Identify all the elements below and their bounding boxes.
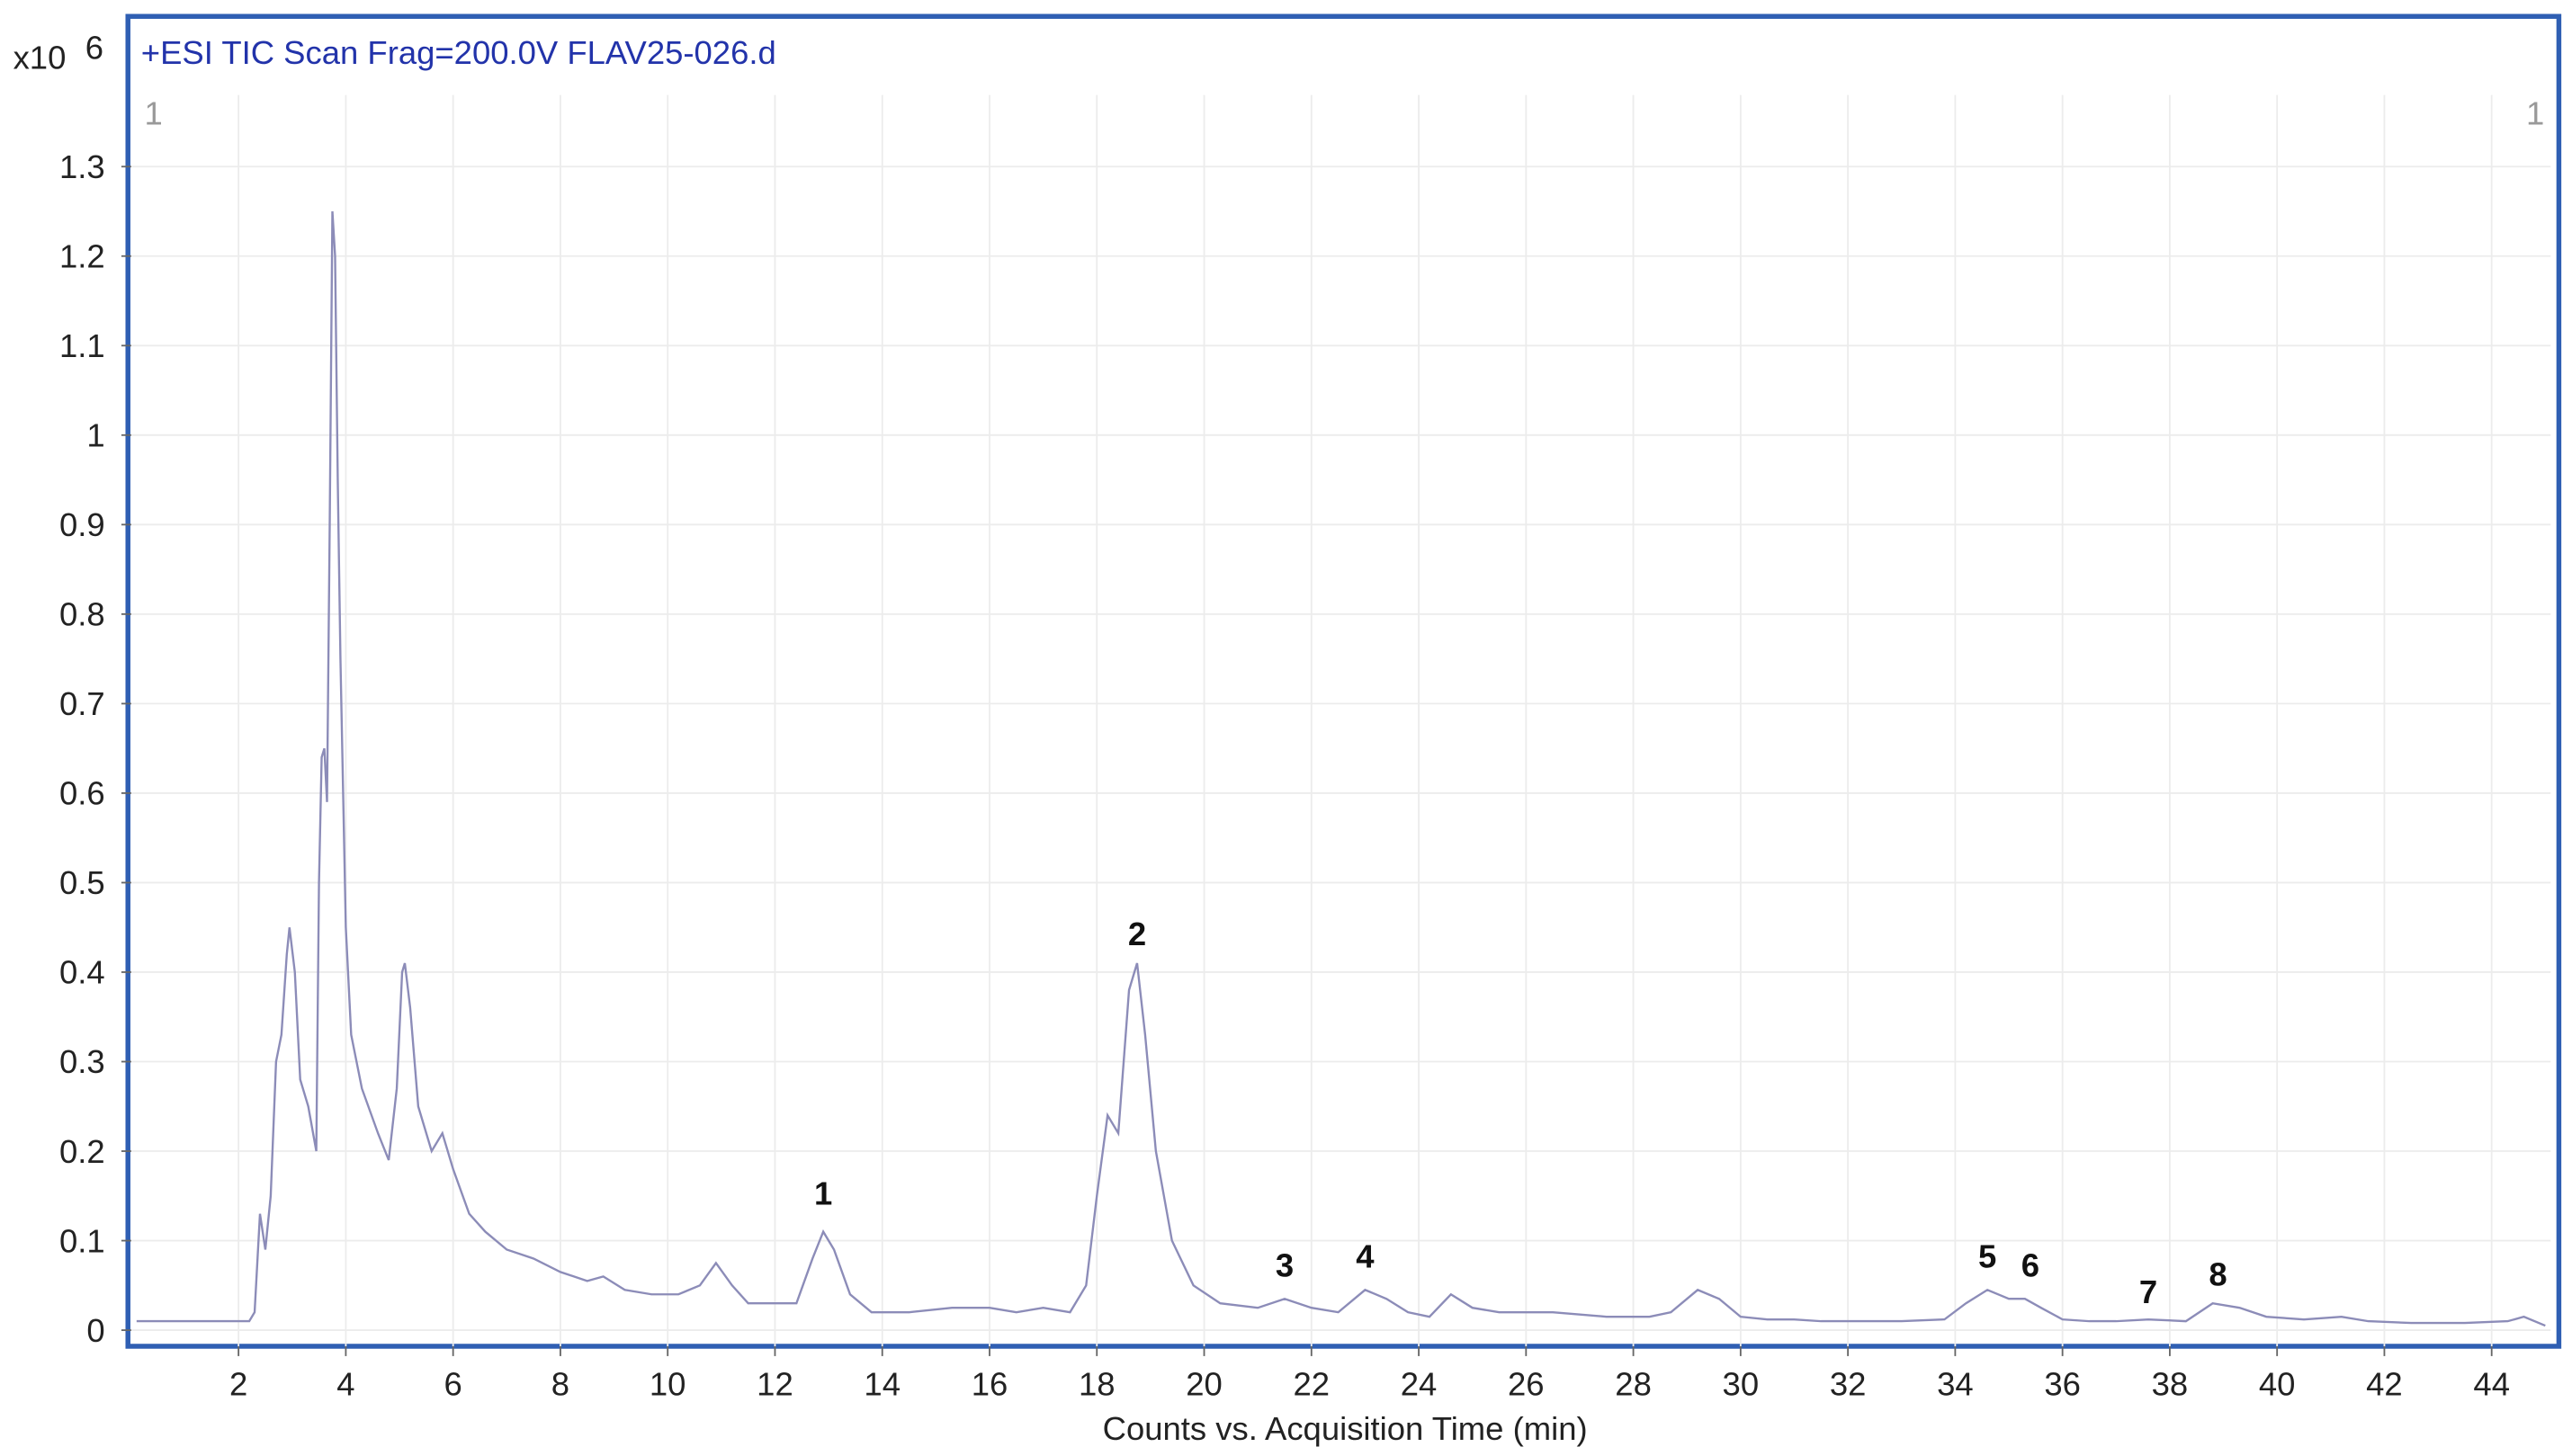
y-tick-label: 0.5 (59, 864, 105, 901)
x-tick-label: 4 (336, 1366, 354, 1403)
y-tick-label: 1.3 (59, 148, 105, 185)
x-tick-label: 16 (972, 1366, 1008, 1403)
x-tick-label: 2 (229, 1366, 247, 1403)
x-tick-label: 34 (1937, 1366, 1974, 1403)
x-tick-label: 18 (1079, 1366, 1116, 1403)
x-tick-label: 32 (1830, 1366, 1867, 1403)
x-tick-label: 14 (864, 1366, 901, 1403)
x-tick-label: 36 (2044, 1366, 2081, 1403)
peak-label: 5 (1978, 1237, 1996, 1274)
y-tick-label: 0.1 (59, 1222, 105, 1259)
x-axis-label: Counts vs. Acquisition Time (min) (1103, 1410, 1588, 1447)
x-tick-label: 20 (1186, 1366, 1223, 1403)
x-tick-label: 40 (2259, 1366, 2296, 1403)
y-tick-label: 0.9 (59, 506, 105, 543)
x-tick-label: 8 (551, 1366, 569, 1403)
x-tick-label: 22 (1294, 1366, 1331, 1403)
x-tick-label: 30 (1723, 1366, 1760, 1403)
peak-label: 6 (2021, 1246, 2039, 1283)
peak-label: 2 (1128, 916, 1146, 952)
peak-label: 1 (814, 1175, 832, 1212)
x-tick-label: 6 (444, 1366, 462, 1403)
x-tick-label: 38 (2152, 1366, 2189, 1403)
x-tick-label: 24 (1401, 1366, 1438, 1403)
y-tick-label: 0.4 (59, 954, 105, 991)
x-tick-label: 42 (2366, 1366, 2403, 1403)
corner-label: 1 (2526, 94, 2544, 131)
x-tick-label: 44 (2473, 1366, 2510, 1403)
peak-label: 7 (2139, 1273, 2157, 1310)
y-tick-label: 1.2 (59, 238, 105, 275)
peak-label: 4 (1356, 1237, 1375, 1274)
x-tick-label: 10 (650, 1366, 686, 1403)
x-tick-label: 26 (1508, 1366, 1545, 1403)
trace-line (136, 210, 2546, 1327)
x-tick-label: 28 (1615, 1366, 1652, 1403)
y-tick-label: 0.6 (59, 775, 105, 812)
x-tick-label: 12 (757, 1366, 793, 1403)
peak-label: 3 (1276, 1246, 1294, 1283)
plot-frame (125, 13, 2562, 1349)
y-tick-label: 0.2 (59, 1133, 105, 1170)
y-multiplier: x10 (13, 40, 67, 76)
y-tick-label: 0 (86, 1312, 104, 1349)
y-tick-label: 0.3 (59, 1043, 105, 1080)
chart-title: +ESI TIC Scan Frag=200.0V FLAV25-026.d (141, 34, 776, 71)
corner-label: 1 (144, 94, 162, 131)
y-tick-label: 0.8 (59, 596, 105, 633)
y-tick-label: 1.1 (59, 327, 105, 364)
y-tick-label: 0.7 (59, 685, 105, 722)
y-tick-label: 1 (86, 417, 104, 454)
y-multiplier-exponent: 6 (85, 30, 103, 67)
peak-label: 8 (2209, 1255, 2227, 1292)
